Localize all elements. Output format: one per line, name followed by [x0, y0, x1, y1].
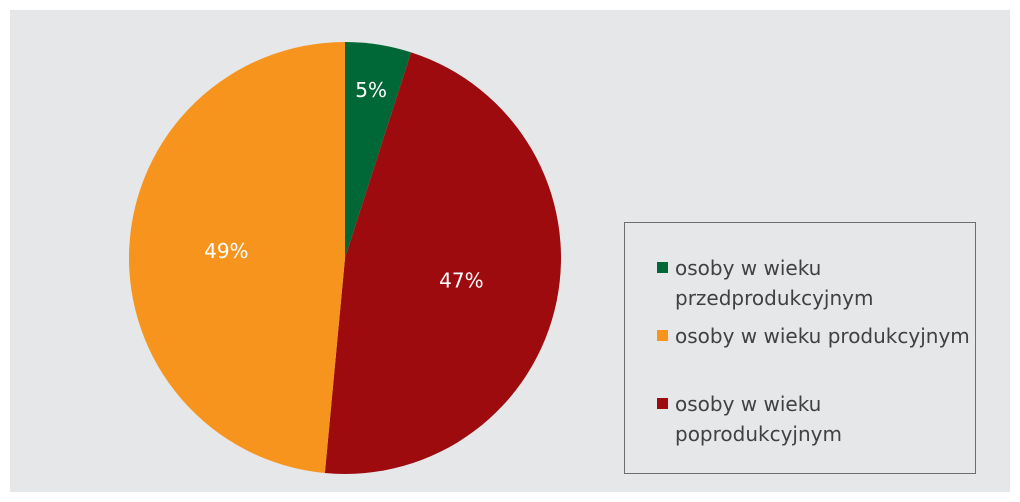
- legend-swatch-poprodukcyjny: [657, 398, 668, 409]
- pie-label-1: 47%: [439, 268, 483, 292]
- pie-slice-1: [324, 52, 562, 474]
- pie-label-2: 49%: [204, 239, 248, 263]
- pie-slice-0: [345, 42, 412, 258]
- legend-swatch-produkcyjny: [657, 330, 668, 341]
- legend-label-poprodukcyjny: osoby w wieku poprodukcyjnym: [675, 392, 842, 446]
- chart-frame: 5% 47% 49% osoby w wieku przedprodukcyjnym…: [10, 10, 1010, 492]
- legend: osoby w wieku przedprodukcyjnym osoby w …: [624, 222, 976, 474]
- pie-slice-2: [128, 42, 345, 474]
- pie-label-0: 5%: [355, 78, 387, 102]
- legend-label-produkcyjny: osoby w wieku produkcyjnym: [675, 324, 970, 348]
- legend-label-przedprodukcyjny: osoby w wieku przedprodukcyjnym: [675, 256, 874, 310]
- pie-chart: 5% 47% 49%: [128, 42, 562, 474]
- legend-swatch-przedprodukcyjny: [657, 262, 668, 273]
